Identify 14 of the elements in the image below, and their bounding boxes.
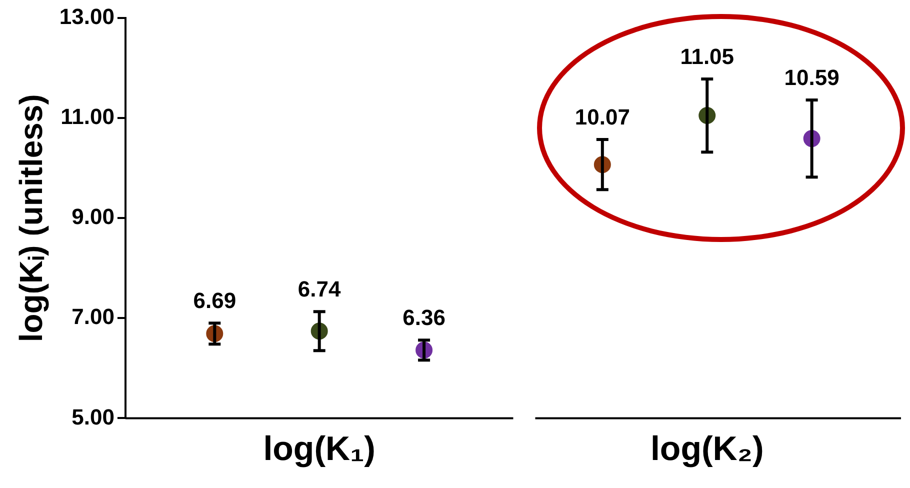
- data-label: 10.59: [784, 65, 840, 90]
- y-tick-label: 9.00: [72, 204, 114, 230]
- x-tick-label: log(K₂): [650, 430, 764, 468]
- y-axis-title: log(Kᵢ) (unitless): [13, 94, 50, 342]
- y-tick-label: 11.00: [60, 104, 114, 130]
- y-tick-label: 5.00: [72, 404, 114, 430]
- y-tick-label: 13.00: [59, 4, 114, 30]
- data-label: 6.36: [402, 305, 446, 330]
- x-tick-label: log(K₁): [263, 430, 376, 468]
- data-label: 10.07: [574, 104, 630, 130]
- y-tick-label: 7.00: [72, 304, 114, 330]
- data-label: 6.74: [298, 276, 342, 302]
- data-label: 6.69: [193, 288, 236, 314]
- data-label: 11.05: [680, 44, 734, 70]
